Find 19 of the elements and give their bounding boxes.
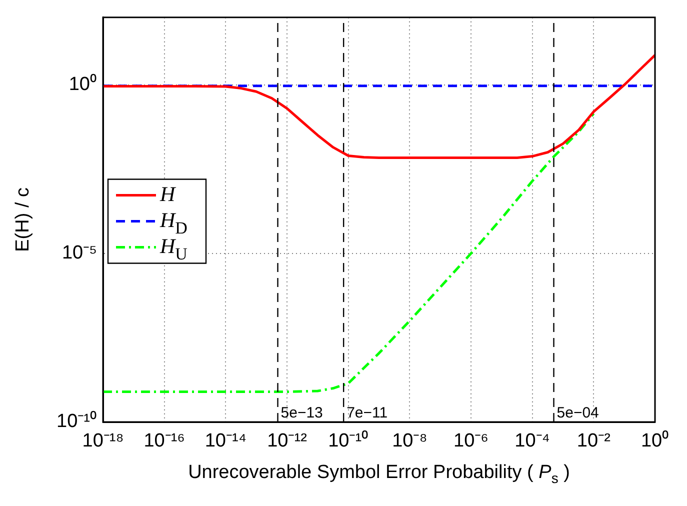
y-tick-label: 10⁰ <box>68 73 97 96</box>
y-axis-title: E(H) / c <box>12 188 34 252</box>
x-tick-label: 10⁻⁶ <box>454 430 488 452</box>
x-tick-label: 10⁻⁸ <box>392 430 428 452</box>
x-tick-label: 10⁰ <box>640 430 670 452</box>
x-tick-label: 10⁻¹⁰ <box>328 430 369 452</box>
ref-line-label: 5e−13 <box>280 404 323 422</box>
x-tick-label: 10⁻¹⁴ <box>204 430 246 452</box>
ref-line-label: 5e−04 <box>556 404 599 422</box>
x-tick-label: 10⁻¹⁶ <box>144 430 185 452</box>
x-tick-label: 10⁻² <box>576 430 610 452</box>
ref-line-label: 7e−11 <box>346 404 388 422</box>
x-tick-label: 10⁻¹⁸ <box>82 430 124 452</box>
legend-label: H <box>159 182 177 206</box>
x-axis-title: Unrecoverable Symbol Error Probability ( P$_{s}$ ) <box>187 462 571 486</box>
y-tick-label: 10⁻⁵ <box>62 242 97 264</box>
x-tick-label: 10⁻⁴ <box>514 430 550 452</box>
x-tick-label: 10⁻¹² <box>267 430 307 452</box>
y-tick-label: 10⁻¹⁰ <box>56 410 97 432</box>
